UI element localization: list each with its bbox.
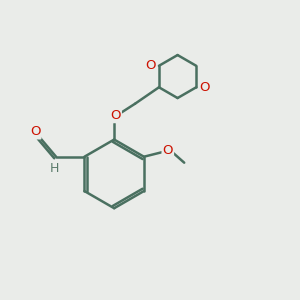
Text: O: O	[110, 109, 121, 122]
Text: H: H	[50, 162, 59, 175]
Text: O: O	[163, 144, 173, 157]
Text: O: O	[145, 59, 156, 72]
Text: O: O	[30, 125, 40, 138]
Text: O: O	[199, 81, 210, 94]
